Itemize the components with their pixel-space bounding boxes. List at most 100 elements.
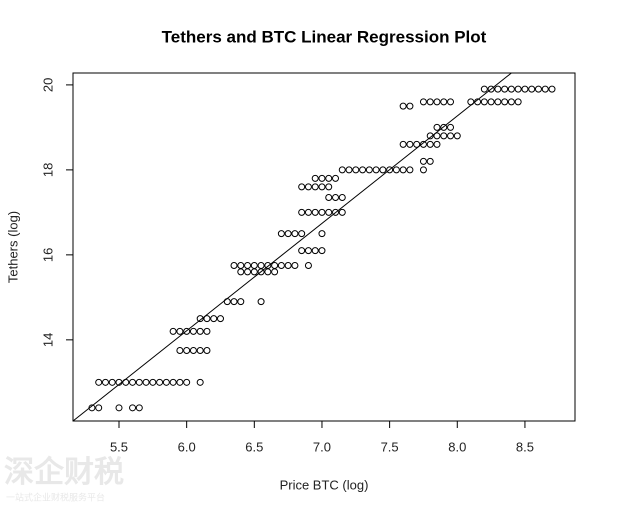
point bbox=[413, 140, 421, 148]
point bbox=[169, 327, 177, 335]
point bbox=[129, 378, 137, 386]
point bbox=[196, 327, 204, 335]
point bbox=[176, 327, 184, 335]
point bbox=[419, 98, 427, 106]
point bbox=[298, 230, 306, 238]
point bbox=[325, 174, 333, 182]
point bbox=[237, 298, 245, 306]
y-tick-label: 14 bbox=[40, 333, 55, 347]
point bbox=[399, 140, 407, 148]
point bbox=[318, 183, 326, 191]
point bbox=[501, 98, 509, 106]
point bbox=[318, 208, 326, 216]
point bbox=[95, 378, 103, 386]
point bbox=[325, 183, 333, 191]
point bbox=[108, 378, 116, 386]
point bbox=[419, 157, 427, 165]
point bbox=[183, 378, 191, 386]
point bbox=[406, 166, 414, 174]
point bbox=[447, 98, 455, 106]
point bbox=[250, 261, 258, 269]
point bbox=[284, 230, 292, 238]
point bbox=[189, 327, 197, 335]
point bbox=[142, 378, 150, 386]
point bbox=[548, 85, 556, 93]
point bbox=[311, 208, 319, 216]
point bbox=[406, 140, 414, 148]
point bbox=[433, 132, 441, 140]
point bbox=[487, 85, 495, 93]
point bbox=[338, 208, 346, 216]
point bbox=[372, 166, 380, 174]
point bbox=[298, 183, 306, 191]
point bbox=[345, 166, 353, 174]
x-tick-label: 5.5 bbox=[110, 439, 128, 454]
point bbox=[169, 378, 177, 386]
point bbox=[426, 98, 434, 106]
point bbox=[392, 166, 400, 174]
point bbox=[196, 346, 204, 354]
x-tick-label: 7.5 bbox=[381, 439, 399, 454]
point bbox=[521, 85, 529, 93]
chart-title: Tethers and BTC Linear Regression Plot bbox=[162, 27, 487, 46]
point bbox=[264, 268, 272, 276]
point bbox=[230, 261, 238, 269]
point bbox=[298, 247, 306, 255]
point bbox=[480, 98, 488, 106]
point bbox=[311, 183, 319, 191]
point bbox=[528, 85, 536, 93]
point bbox=[325, 208, 333, 216]
x-tick-label: 6.5 bbox=[245, 439, 263, 454]
point bbox=[196, 378, 204, 386]
point bbox=[271, 268, 279, 276]
watermark: 深企财税 bbox=[4, 455, 124, 490]
point bbox=[176, 346, 184, 354]
point bbox=[419, 166, 427, 174]
x-tick-label: 6.0 bbox=[178, 439, 196, 454]
point bbox=[399, 166, 407, 174]
point bbox=[426, 132, 434, 140]
point bbox=[135, 378, 143, 386]
point bbox=[318, 174, 326, 182]
point bbox=[440, 132, 448, 140]
y-axis-label: Tethers (log) bbox=[5, 211, 20, 283]
point bbox=[149, 378, 157, 386]
x-tick-label: 7.0 bbox=[313, 439, 331, 454]
point bbox=[332, 193, 340, 201]
point bbox=[311, 247, 319, 255]
point bbox=[162, 378, 170, 386]
point bbox=[189, 346, 197, 354]
point bbox=[507, 98, 515, 106]
point bbox=[135, 404, 143, 412]
point bbox=[237, 268, 245, 276]
point bbox=[244, 261, 252, 269]
point bbox=[433, 140, 441, 148]
point bbox=[210, 315, 218, 323]
point bbox=[129, 404, 137, 412]
point bbox=[426, 157, 434, 165]
point bbox=[325, 193, 333, 201]
point bbox=[203, 327, 211, 335]
point bbox=[501, 85, 509, 93]
point bbox=[277, 230, 285, 238]
point bbox=[244, 268, 252, 276]
x-axis-label: Price BTC (log) bbox=[280, 477, 369, 492]
point bbox=[318, 247, 326, 255]
point bbox=[514, 85, 522, 93]
point bbox=[304, 261, 312, 269]
point bbox=[406, 102, 414, 110]
point bbox=[480, 85, 488, 93]
point bbox=[365, 166, 373, 174]
point bbox=[453, 132, 461, 140]
point bbox=[338, 193, 346, 201]
plot-frame bbox=[72, 72, 576, 422]
y-tick-label: 20 bbox=[40, 78, 55, 92]
point bbox=[95, 404, 103, 412]
point bbox=[433, 98, 441, 106]
point bbox=[311, 174, 319, 182]
point bbox=[298, 208, 306, 216]
point bbox=[332, 174, 340, 182]
point bbox=[277, 261, 285, 269]
y-tick-label: 16 bbox=[40, 248, 55, 262]
